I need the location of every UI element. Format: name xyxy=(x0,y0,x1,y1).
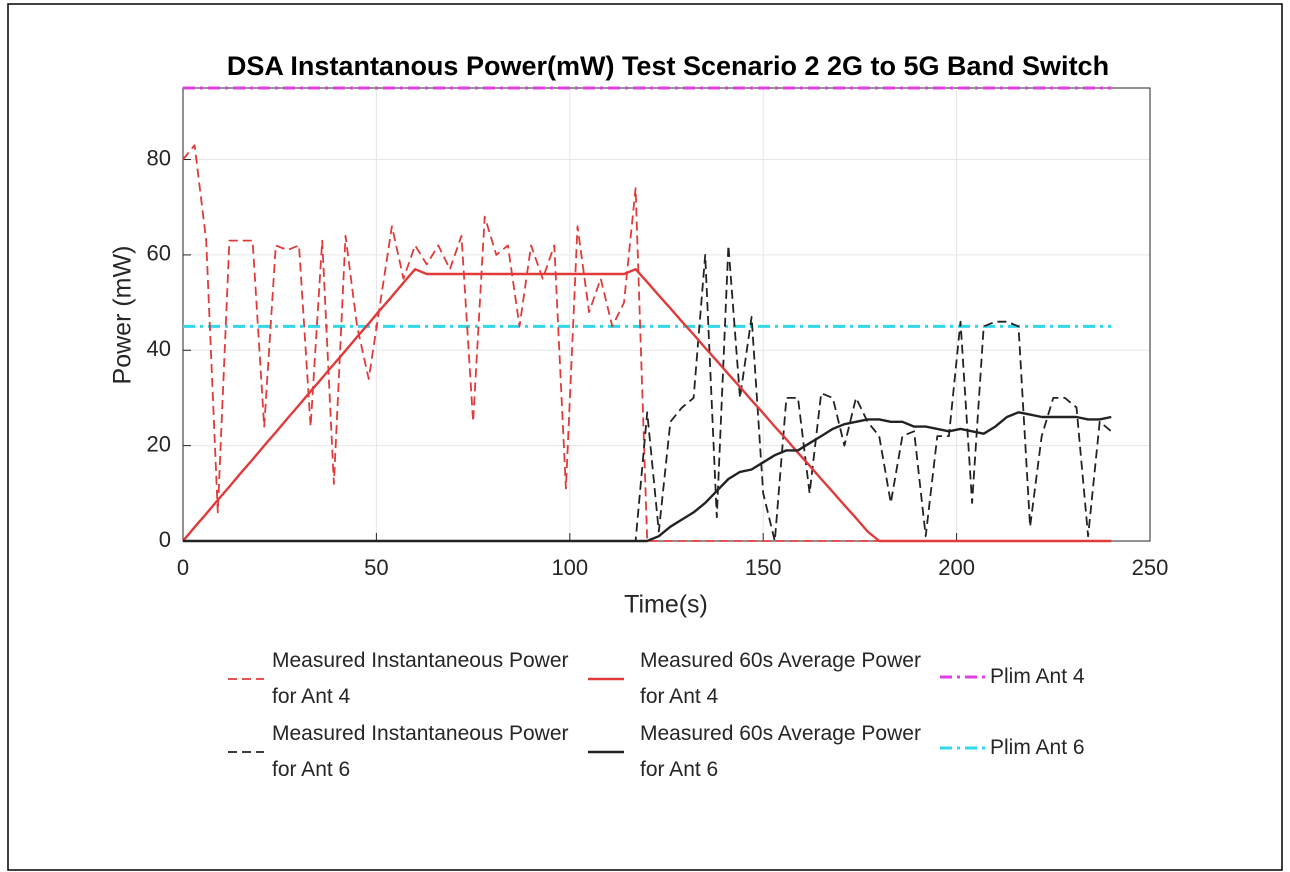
legend-label: Measured 60s Average Power for Ant 4 xyxy=(640,649,921,708)
plot-frame xyxy=(182,87,1151,542)
legend-label: Measured 60s Average Power for Ant 6 xyxy=(640,722,921,781)
x-tick-label: 0 xyxy=(177,555,189,580)
legend-label: Measured Instantaneous Power for Ant 4 xyxy=(272,649,569,708)
x-tick-label: 100 xyxy=(551,555,588,580)
series-line xyxy=(182,268,1112,543)
x-tick-label: 50 xyxy=(364,555,388,580)
y-tick-label: 0 xyxy=(159,527,171,552)
y-tick-label: 40 xyxy=(147,336,171,361)
y-tick-label: 60 xyxy=(147,241,171,266)
legend-label: Measured Instantaneous Power for Ant 6 xyxy=(272,722,569,781)
series-line xyxy=(183,244,1112,542)
frame xyxy=(7,3,1283,871)
x-tick-label: 150 xyxy=(745,555,782,580)
y-axis-label: Power (mW) xyxy=(109,246,137,385)
y-tick-label: 20 xyxy=(147,431,171,456)
chart-title: DSA Instantanous Power(mW) Test Scenario… xyxy=(227,51,1109,81)
x-tick-label: 200 xyxy=(938,555,975,580)
series-line xyxy=(182,144,1112,542)
y-tick-label: 80 xyxy=(147,145,171,170)
legend-label: Plim Ant 4 xyxy=(990,665,1085,688)
x-tick-label: 250 xyxy=(1132,555,1169,580)
x-axis-label: Time(s) xyxy=(624,591,708,619)
legend-label: Plim Ant 6 xyxy=(990,736,1085,759)
series-line xyxy=(183,411,1112,543)
